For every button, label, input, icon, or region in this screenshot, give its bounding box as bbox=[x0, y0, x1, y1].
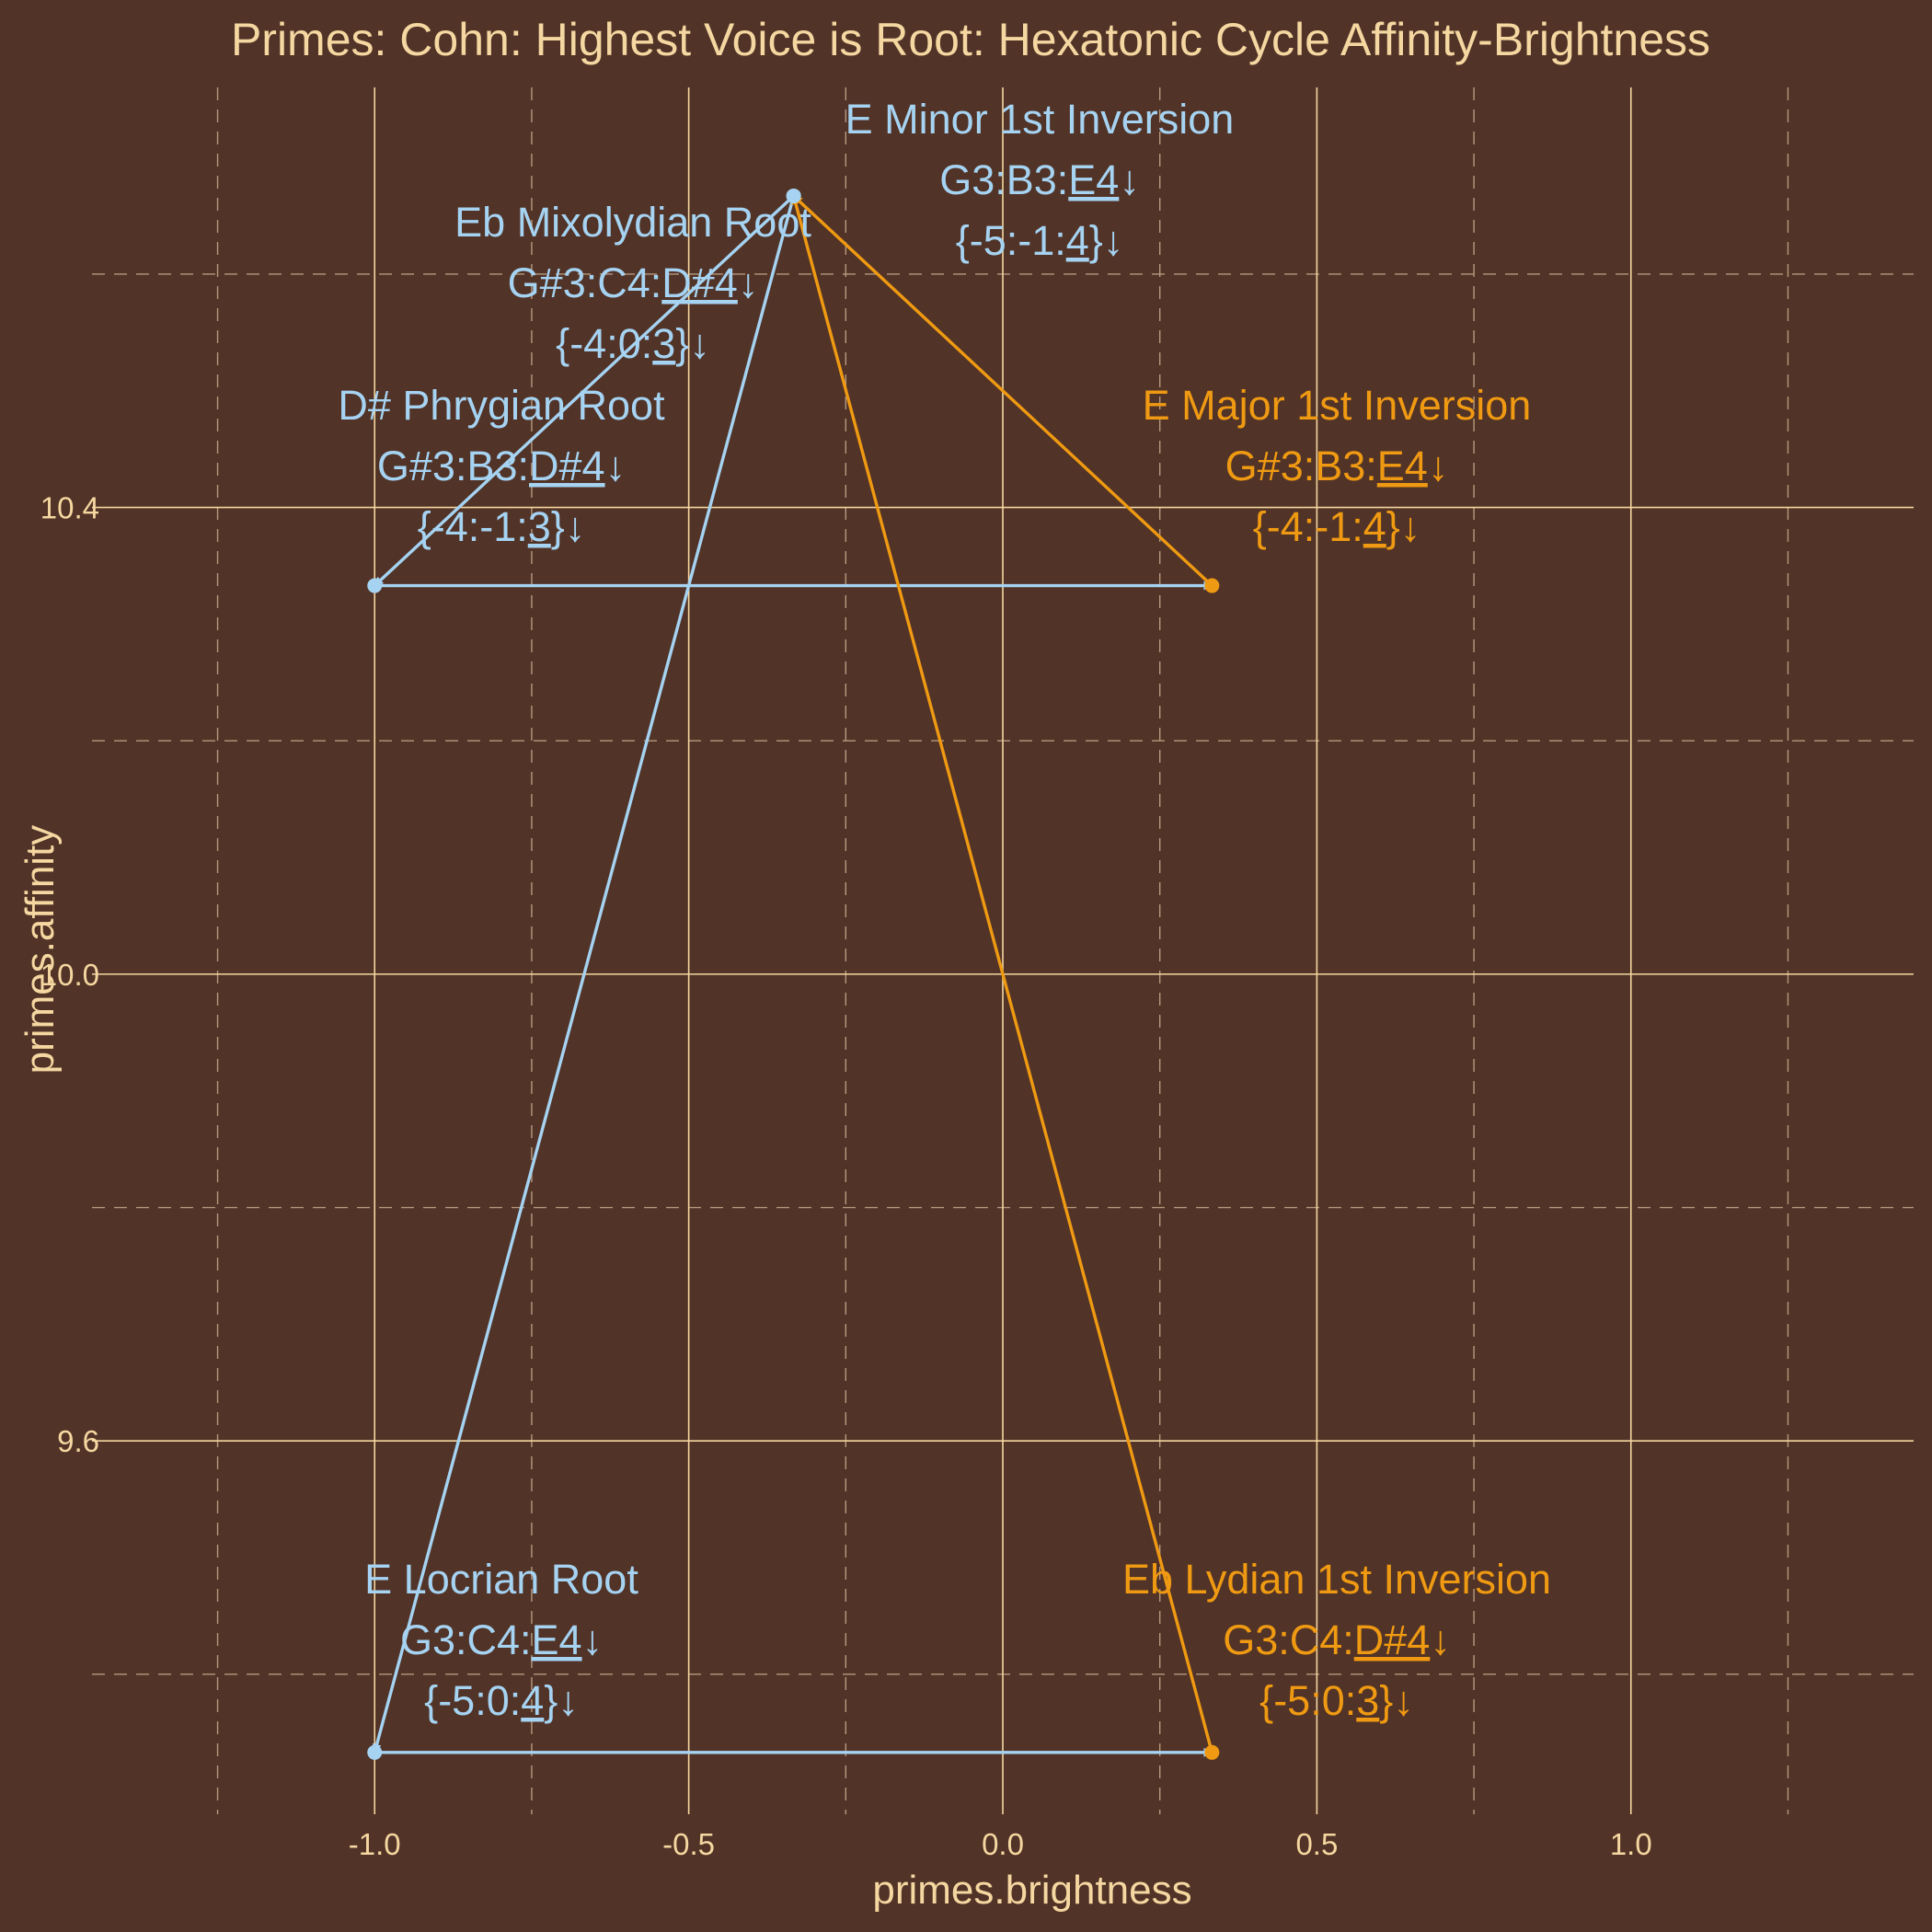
point-eb-lydian bbox=[1204, 1744, 1220, 1760]
x-tick-label: 0.5 bbox=[1295, 1827, 1338, 1861]
arrow-layer bbox=[372, 194, 1214, 1757]
transition-arrow bbox=[792, 194, 1213, 587]
point-label-line: E Major 1st Inversion bbox=[1143, 382, 1532, 429]
point-label-line: E Minor 1st Inversion bbox=[845, 96, 1235, 143]
point-label-line: {-5:-1:4}↓ bbox=[956, 217, 1124, 264]
point-label-line: {-4:-1:3}↓ bbox=[418, 503, 586, 550]
x-axis-title: primes.brightness bbox=[872, 1868, 1191, 1913]
point-e-major bbox=[1204, 578, 1220, 593]
transition-arrow bbox=[791, 194, 1214, 1754]
axis-layer: -1.0 -0.5 0.0 0.5 1.0 9.6 10.0 10.4 bbox=[40, 491, 1652, 1861]
point-eb-mixolydian bbox=[786, 188, 801, 203]
x-tick-label: 1.0 bbox=[1610, 1827, 1652, 1861]
x-tick-label: -0.5 bbox=[662, 1827, 715, 1861]
point-e-locrian bbox=[367, 1744, 383, 1760]
transition-arrow bbox=[374, 194, 795, 587]
point-label-line: G#3:B3:E4↓ bbox=[1225, 443, 1449, 489]
y-axis-title: primes.affinity bbox=[17, 825, 63, 1075]
point-layer bbox=[367, 188, 1220, 1760]
point-d-sharp-phrygian bbox=[367, 578, 383, 593]
y-tick-label: 9.6 bbox=[57, 1424, 99, 1458]
point-label-line: {-4:-1:4}↓ bbox=[1253, 503, 1421, 550]
chart-title: Primes: Cohn: Highest Voice is Root: Hex… bbox=[231, 14, 1710, 65]
point-label-line: {-5:0:4}↓ bbox=[424, 1677, 579, 1724]
point-label-line: D# Phrygian Root bbox=[338, 382, 665, 429]
y-tick-label: 10.4 bbox=[40, 491, 99, 525]
x-tick-label: -1.0 bbox=[349, 1827, 401, 1861]
x-tick-label: 0.0 bbox=[982, 1827, 1024, 1861]
y-tick-label: 10.0 bbox=[40, 958, 99, 992]
point-label-line: G3:B3:E4↓ bbox=[939, 156, 1140, 203]
point-label-line: E Locrian Root bbox=[364, 1556, 638, 1603]
point-label-line: G#3:B3:D#4↓ bbox=[377, 443, 626, 489]
point-label-line: Eb Lydian 1st Inversion bbox=[1122, 1556, 1551, 1603]
point-label-line: G3:C4:D#4↓ bbox=[1223, 1616, 1451, 1663]
point-label-line: {-4:0:3}↓ bbox=[556, 320, 710, 367]
point-label-line: Eb Mixolydian Root bbox=[454, 199, 811, 246]
transition-arrow bbox=[372, 195, 796, 1754]
label-layer: E Minor 1st Inversion G3:B3:E4↓ {-5:-1:4}↓… bbox=[338, 96, 1551, 1724]
point-label-line: G#3:C4:D#4↓ bbox=[508, 259, 759, 306]
point-label-line: {-5:0:3}↓ bbox=[1259, 1677, 1414, 1724]
point-label-line: G3:C4:E4↓ bbox=[400, 1616, 603, 1663]
